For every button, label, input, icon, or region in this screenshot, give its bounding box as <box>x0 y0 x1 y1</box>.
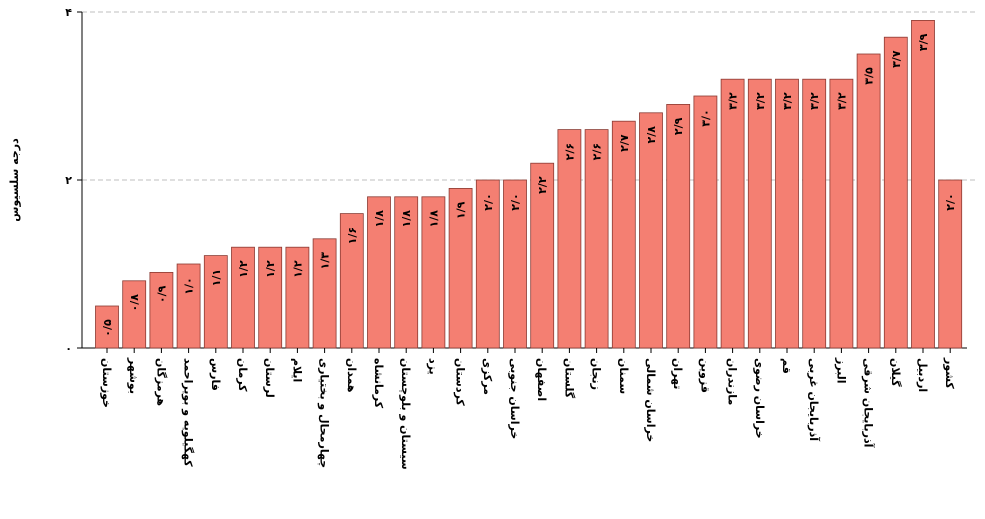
y-ticks: ۰ ۲ ۴ <box>65 6 82 355</box>
bar <box>611 120 636 349</box>
category-label: قزوین <box>698 358 711 393</box>
category-label: البرز <box>834 357 847 384</box>
bar <box>829 78 854 349</box>
bar <box>775 78 799 349</box>
data-label: ۳/۰ <box>699 109 712 126</box>
category-label: خوزستان <box>100 358 113 408</box>
y-tick-label: ۰ <box>65 342 72 355</box>
data-label: ۳/۷ <box>890 50 903 68</box>
data-label: ۰/۸ <box>128 294 141 312</box>
category-label: بوشهر <box>127 357 140 394</box>
category-label: ایلام <box>290 358 303 382</box>
data-label: ۱/۹ <box>455 201 468 219</box>
data-label: ۲/۸ <box>645 126 658 144</box>
category-label: سیستان و بلوچستان <box>399 358 412 470</box>
category-label: اردبیل <box>916 358 929 392</box>
y-tick-label: ۲ <box>65 174 72 187</box>
category-label: چهارمحال و بختیاری <box>318 358 331 468</box>
bar <box>911 19 935 349</box>
category-label: گیلان <box>889 358 902 387</box>
category-label: خراسان رضوی <box>753 358 766 439</box>
category-label: سمنان <box>617 358 630 394</box>
data-label: ۱/۰ <box>183 277 196 294</box>
data-label: ۳/۲ <box>808 92 821 110</box>
data-label: ۲/۹ <box>672 117 685 135</box>
data-label: ۱/۱ <box>210 269 223 286</box>
bar <box>639 112 663 349</box>
bar <box>883 36 908 349</box>
category-label: اصفهان <box>535 358 548 401</box>
data-label: ۲/۰ <box>944 193 957 210</box>
category-label: کرمان <box>236 358 249 392</box>
data-label: ۰/۹ <box>155 285 168 303</box>
data-label: ۳/۲ <box>835 92 848 110</box>
category-label: همدان <box>345 358 358 393</box>
data-label: ۳/۵ <box>863 67 876 85</box>
category-label: آذربایجان شرقی <box>862 358 876 448</box>
bar <box>176 263 201 349</box>
data-label: ۱/۸ <box>400 210 413 228</box>
data-label: ۱/۶ <box>346 227 359 244</box>
data-label: ۱/۲ <box>291 260 304 278</box>
bar <box>747 78 772 349</box>
category-label: گلستان <box>562 358 575 399</box>
data-label: ۳/۹ <box>917 33 930 51</box>
category-label: کهگیلویه و بویراحمد <box>182 358 195 467</box>
category-label: کرمانشاه <box>372 358 385 409</box>
data-label: ۲/۰ <box>482 193 495 210</box>
category-label: کردستان <box>454 358 467 406</box>
bar <box>584 129 609 349</box>
category-label: مازندران <box>726 358 739 405</box>
data-label: ۲/۲ <box>536 176 549 194</box>
category-label: یزد <box>426 358 439 375</box>
category-label: تهران <box>671 358 684 389</box>
category-label: کشور <box>943 357 956 389</box>
bar <box>856 53 881 349</box>
data-label: ۱/۲ <box>237 260 250 278</box>
bar <box>149 271 174 349</box>
category-label: لرستان <box>263 358 276 398</box>
y-tick-label: ۴ <box>65 6 72 19</box>
data-labels: ۰/۵ ۰/۸ ۰/۹ ۱/۰ ۱/۱ ۱/۲ ۱/۲ ۱/۲ ۱/۳ ۱/۶ ۱/۸ ۱/۸ ۱/۸ ۱… <box>101 33 957 336</box>
bars <box>95 19 963 349</box>
data-label: ۳/۲ <box>727 92 740 110</box>
category-labels: خوزستان بوشهر هرمزگان کهگیلویه و بویراحمد فا… <box>100 348 956 470</box>
data-label: ۲/۰ <box>509 193 522 210</box>
data-label: ۱/۸ <box>427 210 440 228</box>
category-label: هرمزگان <box>154 358 167 406</box>
data-label: ۳/۲ <box>754 92 767 110</box>
category-label: زنجان <box>590 358 603 390</box>
grid-lines <box>82 11 975 181</box>
category-label: فارس <box>209 358 222 391</box>
category-label: مرکزی <box>481 358 494 395</box>
category-label: خراسان جنوبی <box>508 358 521 439</box>
data-label: ۱/۸ <box>373 210 386 228</box>
data-label: ۳/۲ <box>781 92 794 110</box>
bar <box>557 129 582 349</box>
data-label: ۱/۳ <box>319 252 332 270</box>
bar <box>802 78 827 349</box>
y-axis-label: درجه سلسیوس <box>8 138 21 222</box>
data-label: ۱/۲ <box>264 260 277 278</box>
data-label: ۲/۶ <box>591 143 604 160</box>
data-label: ۰/۵ <box>101 319 114 337</box>
category-label: قم <box>780 358 793 374</box>
bar <box>666 104 691 349</box>
data-label: ۲/۶ <box>563 143 576 160</box>
data-label: ۲/۷ <box>618 134 631 152</box>
category-label: آذربایجان غربی <box>807 358 821 441</box>
bar <box>122 280 147 349</box>
bar <box>693 95 718 349</box>
category-label: خراسان شمالی <box>644 358 657 442</box>
bar <box>720 78 745 349</box>
